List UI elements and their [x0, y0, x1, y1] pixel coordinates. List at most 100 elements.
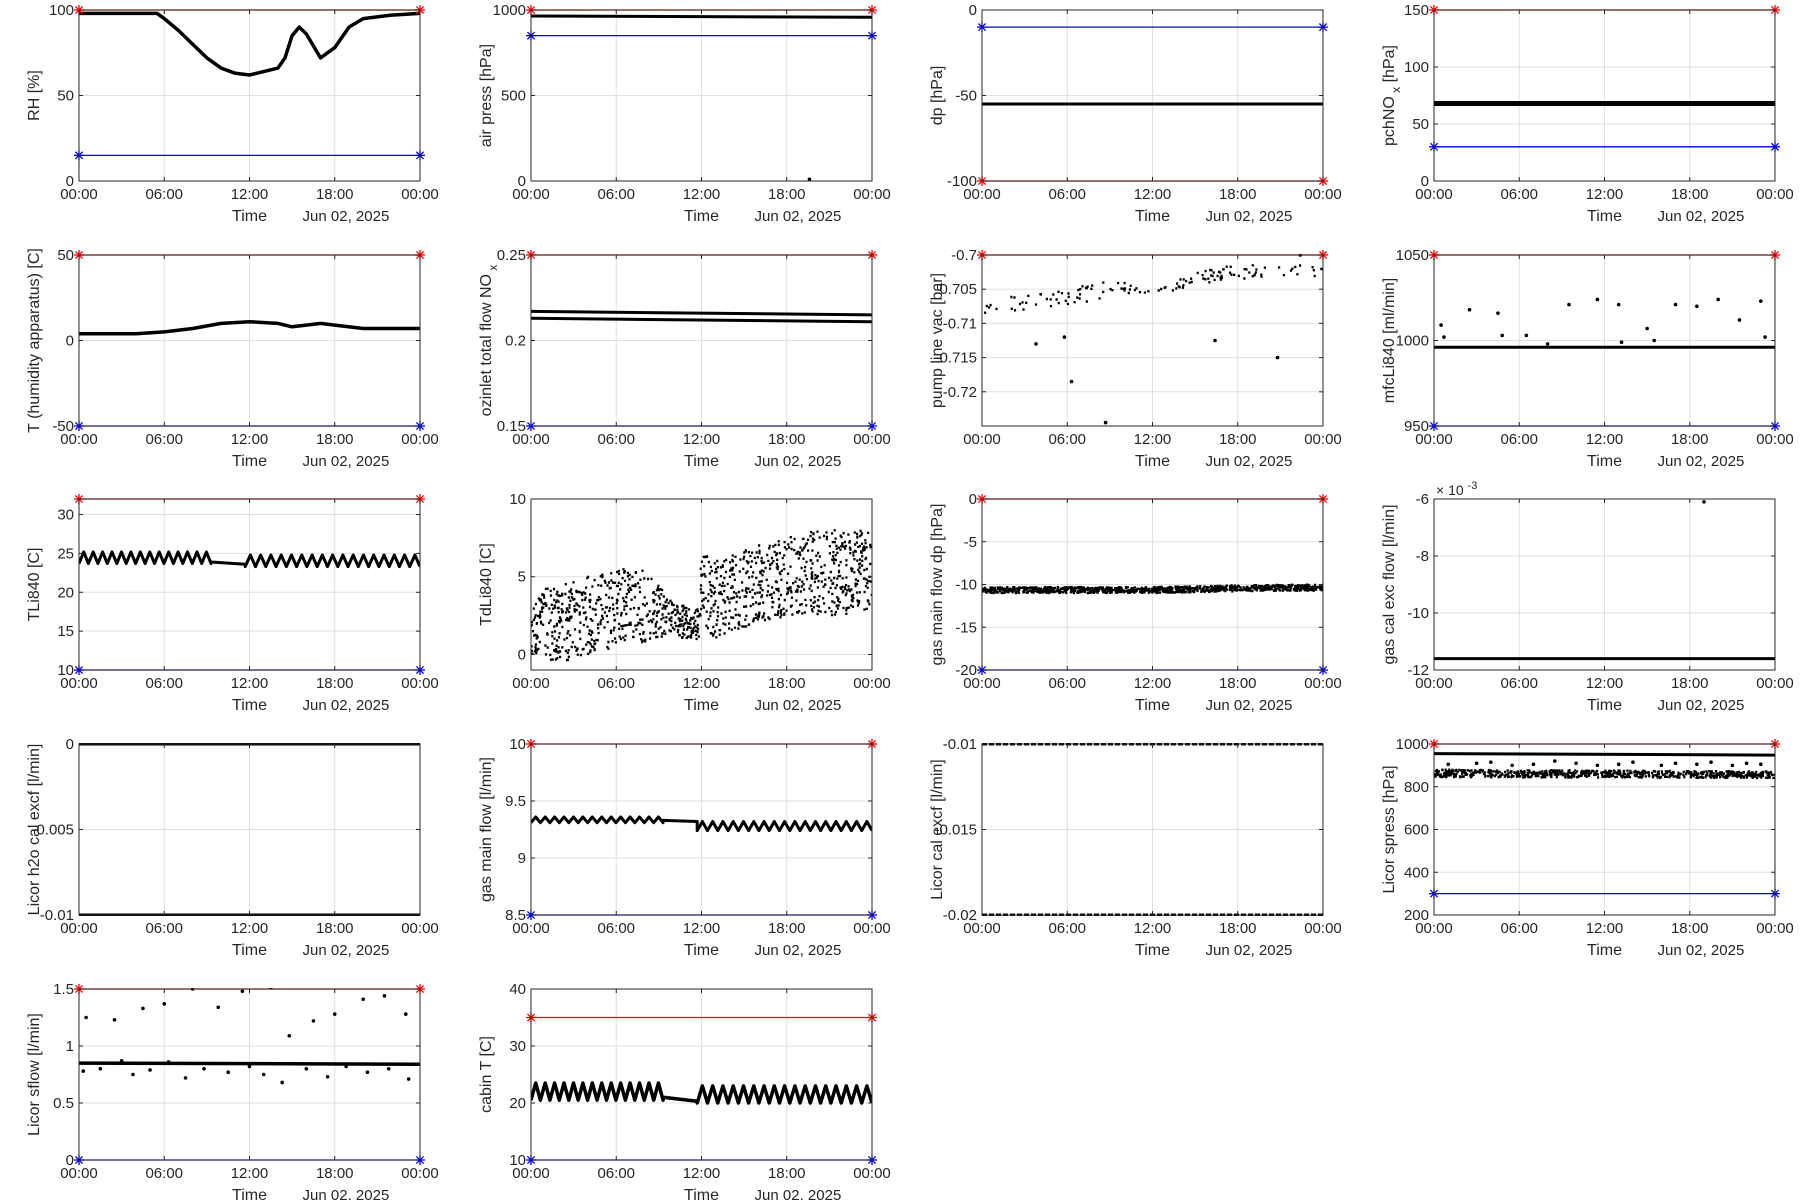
y-tick-label: -6 [1416, 491, 1429, 508]
series-line [531, 316, 872, 324]
subplot-17: 00:00 06:00 12:00 18:00 00:00 Time Jun 02, 202… [26, 981, 439, 1200]
x-tick-label: 12:00 [1586, 675, 1624, 692]
x-tick-label: 12:00 [231, 431, 269, 448]
x-axis-label: Time [684, 1187, 719, 1200]
y-exponent-power: -3 [1468, 480, 1478, 492]
x-tick-label: 18:00 [768, 186, 806, 203]
x-tick-label: 06:00 [1500, 186, 1538, 203]
data-point [1631, 760, 1635, 764]
x-tick-label: 12:00 [1586, 186, 1624, 203]
y-tick-label: 0.25 [497, 247, 526, 264]
y-axis-label-subscript: x [1389, 87, 1403, 96]
series-layer [79, 550, 420, 569]
x-tick-label: 18:00 [316, 186, 354, 203]
x-tick-label: 18:00 [1671, 920, 1709, 937]
data-point [304, 1067, 309, 1071]
x-tick-label: 06:00 [597, 675, 635, 692]
y-tick-label: -5 [964, 534, 977, 551]
x-axis-label: Time [232, 1187, 267, 1200]
y-tick-label: 0 [969, 2, 977, 19]
x-tick-label: 00:00 [963, 431, 1001, 448]
x-tick-label: 18:00 [1219, 920, 1257, 937]
data-point [311, 1019, 316, 1023]
y-axis-label: ozinlet total flow NO x [478, 265, 500, 417]
data-point [1069, 379, 1074, 384]
x-tick-label: 00:00 [853, 186, 891, 203]
series-layer [531, 1081, 872, 1105]
x-tick-label: 06:00 [1500, 675, 1538, 692]
x-tick-label: 00:00 [1415, 431, 1453, 448]
data-point-cloud [982, 583, 1323, 595]
y-tick-label: -50 [955, 88, 977, 105]
y-tick-label: 0 [518, 646, 526, 663]
x-tick-label: 00:00 [512, 920, 550, 937]
y-tick-label: -0.015 [934, 822, 977, 839]
date-label: Jun 02, 2025 [1206, 697, 1293, 714]
y-axis-label: Licor h2o cal excf [l/min] [26, 744, 43, 916]
y-tick-label: 1000 [493, 2, 526, 19]
x-tick-label: 12:00 [683, 675, 721, 692]
y-tick-label: -0.01 [40, 907, 74, 924]
y-tick-label: -20 [955, 662, 977, 679]
x-tick-label: 06:00 [145, 186, 183, 203]
y-tick-label: -0.7 [951, 247, 977, 264]
x-tick-label: 18:00 [1671, 431, 1709, 448]
data-point [1716, 297, 1720, 302]
data-point [807, 177, 812, 182]
x-tick-label: 00:00 [1415, 186, 1453, 203]
x-tick-label: 18:00 [316, 675, 354, 692]
y-tick-label: 950 [1404, 418, 1429, 435]
data-point [148, 1068, 152, 1072]
series-layer [1434, 297, 1775, 349]
x-axis-label: Time [1587, 208, 1622, 225]
series-layer [79, 11, 420, 77]
y-tick-label: 1050 [1396, 247, 1429, 264]
x-tick-label: 00:00 [1756, 920, 1794, 937]
x-tick-label: 00:00 [963, 186, 1001, 203]
x-tick-label: 00:00 [963, 675, 1001, 692]
y-tick-label: -0.005 [31, 822, 74, 839]
data-point [119, 1059, 124, 1063]
data-point [1595, 763, 1600, 768]
x-axis-label: Time [1135, 453, 1170, 470]
data-point [162, 1002, 167, 1006]
x-axis-label: Time [684, 453, 719, 470]
y-tick-label: 0 [66, 1152, 74, 1169]
y-tick-label: 10 [57, 662, 74, 679]
y-tick-label: 100 [49, 2, 74, 19]
data-point [280, 1080, 284, 1085]
data-point [1496, 311, 1500, 315]
y-tick-label: 0 [66, 173, 74, 190]
x-tick-label: 12:00 [231, 920, 269, 937]
series-layer [531, 14, 872, 182]
x-tick-label: 18:00 [768, 675, 806, 692]
data-point [382, 994, 387, 998]
y-tick-label: 50 [57, 247, 74, 264]
x-axis-label: Time [1587, 453, 1622, 470]
data-point [216, 1005, 221, 1010]
series-layer [984, 254, 1323, 425]
y-tick-label: 0.2 [505, 333, 526, 350]
x-tick-label: 12:00 [231, 186, 269, 203]
series-layer [1434, 500, 1775, 661]
x-tick-label: 06:00 [1048, 675, 1086, 692]
data-point-cloud [984, 264, 1323, 314]
x-tick-label: 00:00 [1756, 431, 1794, 448]
x-tick-label: 00:00 [853, 920, 891, 937]
x-tick-label: 18:00 [316, 1165, 354, 1182]
data-point [325, 1074, 330, 1079]
y-tick-label: 400 [1404, 864, 1429, 881]
x-tick-label: 00:00 [401, 675, 439, 692]
x-tick-label: 00:00 [512, 186, 550, 203]
x-tick-label: 00:00 [1415, 920, 1453, 937]
data-point [1758, 762, 1763, 767]
x-tick-label: 18:00 [768, 1165, 806, 1182]
y-tick-label: 9.5 [505, 793, 526, 810]
subplot-10: 00:00 06:00 12:00 18:00 00:00 Time Jun 02, 202… [478, 491, 891, 714]
x-tick-label: 00:00 [853, 431, 891, 448]
subplot-18: 00:00 06:00 12:00 18:00 00:00 Time Jun 02, 202… [478, 981, 891, 1200]
y-axis-label-unit: [hPa] [1381, 45, 1398, 87]
x-tick-label: 00:00 [853, 675, 891, 692]
data-point [131, 1072, 135, 1077]
